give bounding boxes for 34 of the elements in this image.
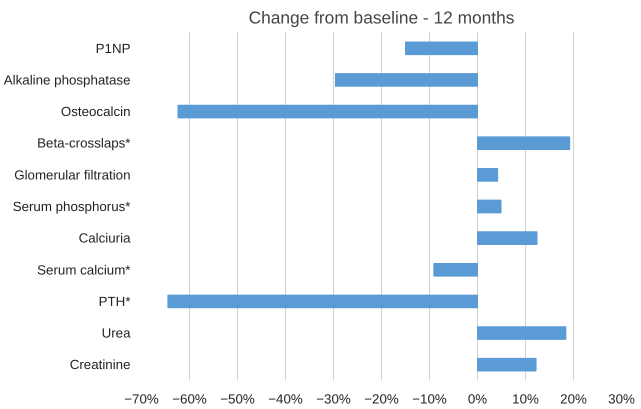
y-tick-label: Serum phosphorus*	[12, 199, 131, 214]
x-tick-label: −10%	[412, 392, 447, 406]
x-tick-label: −50%	[220, 392, 255, 406]
x-tick-label: −40%	[268, 392, 303, 406]
y-tick-label: PTH*	[98, 294, 130, 309]
y-tick-label: Urea	[102, 326, 132, 341]
bar	[167, 294, 478, 308]
x-tick-label: 10%	[512, 392, 539, 406]
y-tick-label: Alkaline phosphatase	[4, 72, 131, 88]
x-tick-label: −30%	[316, 392, 351, 406]
y-tick-label: Serum calcium*	[37, 262, 131, 278]
bar	[433, 262, 478, 277]
y-tick-label: Glomerular filtration	[14, 167, 131, 182]
bar	[334, 73, 478, 87]
bar	[177, 104, 478, 118]
y-tick-label: Calciuria	[78, 230, 132, 246]
x-tick-label: 20%	[560, 392, 587, 406]
x-tick-label: −60%	[172, 392, 207, 406]
y-tick-label: Osteocalcin	[60, 104, 131, 120]
y-tick-label: P1NP	[96, 40, 131, 56]
bar	[477, 326, 566, 340]
bar	[477, 231, 538, 245]
x-tick-label: 0%	[468, 392, 488, 406]
x-tick-label: −20%	[364, 392, 399, 406]
x-tick-label: −70%	[124, 392, 159, 406]
y-tick-label: Beta-crosslaps*	[37, 136, 131, 151]
bar	[477, 136, 570, 150]
bar	[477, 168, 498, 182]
bar	[405, 41, 478, 56]
x-tick-label: 30%	[608, 392, 635, 406]
chart-title: Change from baseline - 12 months	[248, 8, 515, 28]
bar	[477, 200, 502, 214]
bar	[477, 358, 537, 372]
y-tick-label: Creatinine	[70, 357, 131, 372]
